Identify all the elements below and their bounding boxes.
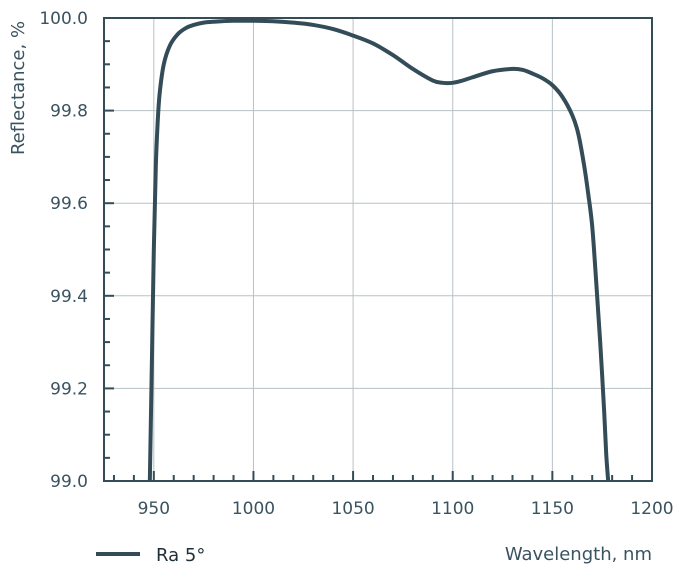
- x-tick-labels: 950 1000 1050 1100 1150 1200: [138, 499, 674, 519]
- y-tick-labels: 99.0 99.2 99.4 99.6 99.8 100.0: [39, 9, 88, 492]
- series-line: [147, 18, 611, 482]
- x-tick-label: 1150: [531, 499, 574, 519]
- x-tick-label: 1100: [431, 499, 474, 519]
- plot-border: [103, 17, 653, 482]
- y-tick-label: 99.6: [50, 194, 88, 214]
- x-tick-label: 1000: [232, 499, 275, 519]
- y-tick-label: 99.2: [50, 379, 88, 399]
- plot-frame: [103, 17, 653, 482]
- y-tick-label: 99.4: [50, 287, 88, 307]
- x-axis-title: Wavelength, nm: [505, 544, 652, 565]
- axis-ticks: [104, 17, 653, 482]
- legend: Ra 5°: [96, 545, 205, 566]
- y-tick-label: 100.0: [39, 9, 88, 29]
- y-axis-title: Reflectance, %: [8, 21, 29, 155]
- y-tick-label: 99.8: [50, 102, 88, 122]
- x-tick-label: 1200: [630, 499, 673, 519]
- x-tick-label: 950: [138, 499, 170, 519]
- grid-lines: [104, 18, 652, 481]
- series-layer: [147, 18, 611, 482]
- legend-label: Ra 5°: [156, 545, 205, 566]
- x-tick-label: 1050: [331, 499, 374, 519]
- y-tick-label: 99.0: [50, 472, 88, 492]
